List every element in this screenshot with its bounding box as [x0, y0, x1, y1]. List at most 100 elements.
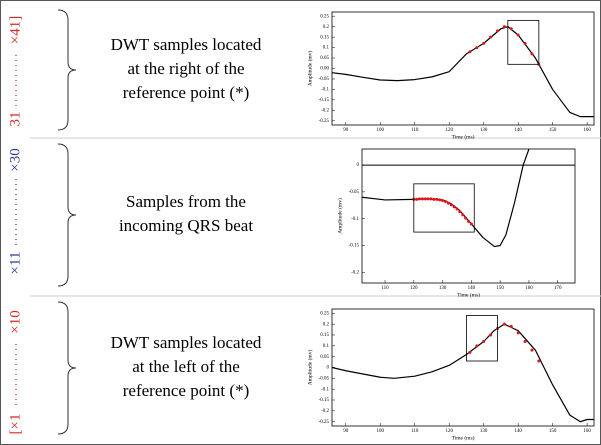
- y-tick-label: 0.15: [320, 35, 329, 40]
- x-tick-label: 110: [411, 128, 419, 133]
- plot-area: [332, 315, 594, 423]
- y-tick-label: 0.25: [320, 311, 329, 316]
- y-tick-label: 0.1: [323, 344, 330, 349]
- brace: [57, 143, 77, 287]
- signal-line: [332, 323, 594, 423]
- description-line: reference point (*): [123, 381, 249, 400]
- sample-point: [475, 46, 479, 50]
- y-tick-label: -0.25: [319, 420, 330, 425]
- sample-point: [441, 198, 445, 202]
- plot-frame: [331, 308, 595, 427]
- description-line: Samples from the: [126, 192, 246, 211]
- sample-point: [523, 41, 527, 45]
- plot-frame: [361, 148, 576, 284]
- x-tick-label: 100: [377, 128, 385, 133]
- y-tick-label: -0.15: [319, 398, 330, 403]
- sample-point: [516, 331, 520, 335]
- chart: 90 100 110 120 130 140 150 160 0.25 0.2 0.15 0.1 0.0…: [306, 11, 595, 140]
- y-tick-label: 0.05: [320, 56, 329, 61]
- y-tick-label: -0.2: [351, 270, 359, 275]
- side-label: ×11: [7, 252, 23, 275]
- selection-box: [507, 19, 540, 65]
- y-tick-label: 0.2: [323, 322, 330, 327]
- sample-point: [429, 197, 433, 201]
- y-tick-label: -0.2: [321, 409, 329, 414]
- y-tick-label: 0.1: [323, 46, 330, 51]
- y-tick-label: -0.1: [351, 217, 359, 222]
- y-tick-label: 0: [327, 366, 330, 371]
- x-tick-label: 130: [480, 128, 488, 133]
- sample-point: [455, 207, 459, 211]
- sample-point: [446, 201, 450, 205]
- sample-point: [489, 35, 493, 39]
- x-tick-label: 140: [468, 286, 476, 291]
- x-tick-label: 130: [439, 286, 447, 291]
- x-tick-label: 160: [525, 286, 533, 291]
- sample-point: [461, 213, 465, 217]
- x-tick-label: 170: [554, 286, 562, 291]
- side-label: 31: [7, 112, 23, 127]
- sample-point: [509, 324, 513, 328]
- y-tick-label: -0.15: [319, 98, 330, 103]
- y-tick-label: 0.2: [323, 25, 330, 30]
- side-label: ×41]: [7, 16, 23, 44]
- plot-area: [332, 19, 594, 118]
- sample-point: [502, 322, 506, 326]
- selection-box: [466, 315, 498, 362]
- y-tick-label: 0.00: [320, 67, 329, 72]
- description-line: incoming QRS beat: [119, 216, 253, 235]
- y-tick-label: 0.05: [320, 355, 329, 360]
- chart: 90 100 110 120 130 140 150 160 0.25 0.2 0.15 0.1 0.0…: [306, 308, 595, 441]
- plot-area: [362, 149, 575, 248]
- description-line: at the right of the: [127, 59, 244, 78]
- description-line: DWT samples located: [111, 333, 262, 352]
- sample-point: [509, 27, 513, 31]
- y-tick-label: -0.1: [321, 88, 329, 93]
- x-tick-label: 160: [583, 128, 591, 133]
- sample-point: [426, 197, 430, 201]
- sample-point: [502, 25, 506, 29]
- sample-point: [475, 344, 479, 348]
- description-line: DWT samples located: [111, 35, 262, 54]
- description-line: at the left of the: [132, 357, 240, 376]
- sample-point: [468, 50, 472, 54]
- x-tick-label: 100: [377, 429, 385, 434]
- description-line: reference point (*): [123, 83, 249, 102]
- sample-point: [469, 222, 473, 226]
- plot-frame: [331, 11, 595, 126]
- y-axis-label: Amplitude (mv): [306, 350, 313, 386]
- chart: 110 120 130 140 150 160 170 0 -0.05 -0.1 -0.15 -0.2…: [336, 148, 576, 298]
- x-axis-label: Time (ms): [452, 133, 475, 140]
- y-axis-label: Amplitude (mv): [336, 198, 343, 234]
- sample-point: [489, 333, 493, 337]
- brace: [57, 9, 77, 131]
- y-tick-label: 0: [357, 163, 360, 168]
- sample-point: [530, 348, 534, 352]
- sample-point: [467, 219, 470, 223]
- sample-point: [418, 197, 422, 201]
- y-tick-label: -0.05: [319, 376, 330, 381]
- y-tick-label: -0.2: [321, 108, 329, 113]
- sample-point: [516, 33, 520, 37]
- sample-point: [438, 198, 442, 202]
- sample-point: [432, 197, 436, 201]
- x-tick-label: 110: [381, 286, 389, 291]
- x-axis-label: Time (ms): [457, 291, 480, 298]
- x-tick-label: 120: [410, 286, 418, 291]
- selection-box: [413, 183, 475, 233]
- x-tick-label: 140: [514, 128, 522, 133]
- y-tick-label: -0.05: [349, 190, 360, 195]
- x-tick-label: 90: [343, 429, 349, 434]
- y-axis-label: Amplitude (mv): [306, 51, 313, 87]
- x-tick-label: 150: [549, 128, 557, 133]
- sample-point: [435, 197, 439, 201]
- x-axis-label: Time (ms): [452, 434, 475, 441]
- braces: [57, 9, 77, 435]
- side-label: ×30: [7, 148, 23, 171]
- signal-line: [332, 26, 594, 118]
- sample-point: [449, 203, 453, 207]
- side-label: ×10: [7, 310, 23, 333]
- brace: [57, 301, 77, 435]
